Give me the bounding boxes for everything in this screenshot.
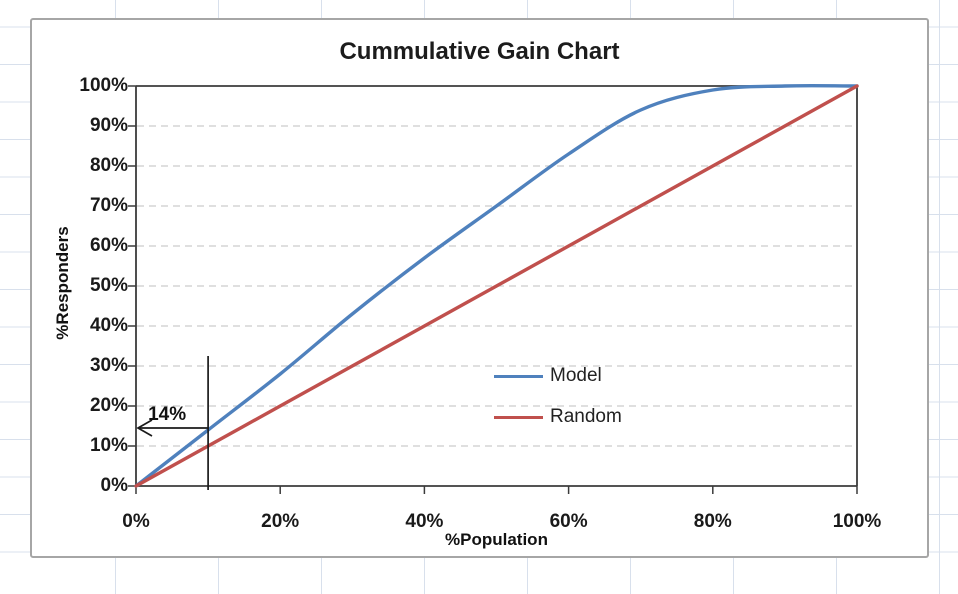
x-tick-label: 0%: [122, 511, 150, 532]
y-tick-label: 90%: [89, 115, 128, 136]
y-tick-label: 80%: [89, 155, 128, 176]
y-tick-label: 70%: [89, 195, 128, 216]
y-tick-label: 40%: [89, 315, 128, 336]
chart-title: Cummulative Gain Chart: [339, 38, 620, 65]
series-random-line[interactable]: [134, 84, 859, 488]
legend-item-model[interactable]: Model: [494, 365, 622, 387]
y-axis-labels: 0% 10% 20% 30% 40% 50% 60% 70% 80% 90% 100%: [46, 0, 128, 594]
legend-label: Model: [550, 365, 602, 386]
y-tick-label: 0%: [100, 475, 128, 496]
x-tick-label: 40%: [405, 511, 444, 532]
legend[interactable]: Model Random: [494, 365, 622, 447]
x-tick-label: 80%: [693, 511, 732, 532]
series-model-line[interactable]: [134, 83, 859, 488]
x-axis-title: %Population: [445, 530, 548, 549]
y-tick-label: 10%: [89, 435, 128, 456]
legend-item-random[interactable]: Random: [494, 406, 622, 428]
x-tick-label: 100%: [832, 511, 882, 532]
legend-line-swatch: [494, 415, 543, 419]
y-tick-label: 30%: [89, 355, 128, 376]
x-tick-label: 20%: [261, 511, 300, 532]
y-axis-title: %Responders: [53, 226, 72, 340]
legend-label: Random: [550, 406, 622, 427]
y-tick-label: 60%: [89, 235, 128, 256]
annotation-label: 14%: [148, 404, 187, 425]
y-tick-label: 50%: [89, 275, 128, 296]
chart-area[interactable]: [30, 18, 929, 558]
legend-line-swatch: [494, 374, 543, 378]
x-tick-label: 60%: [549, 511, 588, 532]
annotation-arrowhead: [136, 419, 153, 437]
y-tick-label: 100%: [79, 75, 128, 96]
y-tick-label: 20%: [89, 395, 128, 416]
